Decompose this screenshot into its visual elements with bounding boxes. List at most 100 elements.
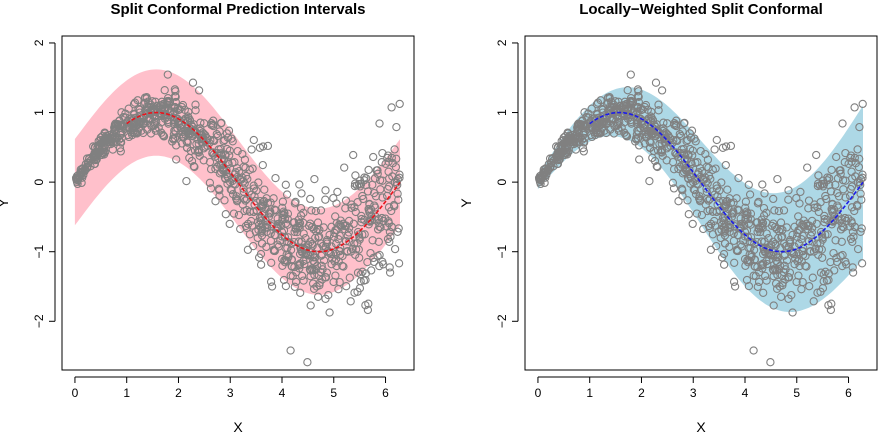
data-point xyxy=(220,196,229,205)
data-point xyxy=(774,206,783,216)
data-point xyxy=(677,145,686,154)
data-point xyxy=(390,145,399,154)
data-point xyxy=(767,221,777,231)
data-point xyxy=(283,215,292,224)
data-point xyxy=(385,263,394,272)
data-point xyxy=(269,245,279,254)
data-point xyxy=(605,109,615,118)
data-point xyxy=(597,119,607,128)
data-point xyxy=(587,104,596,113)
data-point xyxy=(313,218,323,227)
data-point xyxy=(580,108,589,117)
data-point xyxy=(850,153,859,163)
data-point xyxy=(81,165,90,174)
data-point xyxy=(771,279,781,288)
data-point xyxy=(263,141,273,151)
data-point xyxy=(720,239,730,248)
data-point xyxy=(278,213,287,222)
data-point xyxy=(296,203,306,213)
data-point xyxy=(769,194,778,204)
data-point xyxy=(247,145,256,154)
data-point xyxy=(356,180,366,189)
data-point xyxy=(838,261,847,271)
data-point xyxy=(798,231,807,240)
data-point xyxy=(816,238,825,248)
data-point xyxy=(669,184,679,193)
data-point xyxy=(639,120,649,130)
data-point xyxy=(310,265,319,275)
data-point xyxy=(549,156,558,165)
data-point xyxy=(310,174,319,184)
data-point xyxy=(668,178,678,187)
data-point xyxy=(633,107,642,116)
x-axis-label: X xyxy=(696,419,706,434)
data-point xyxy=(831,236,840,245)
data-point xyxy=(750,262,760,271)
data-point xyxy=(657,86,667,95)
data-point xyxy=(286,245,296,255)
data-point xyxy=(734,173,743,183)
data-point xyxy=(820,214,829,224)
data-point xyxy=(353,238,362,248)
data-point xyxy=(771,239,780,249)
data-point xyxy=(215,186,224,195)
data-point xyxy=(747,252,756,262)
data-point xyxy=(130,98,140,107)
data-point xyxy=(858,173,867,182)
data-point xyxy=(785,237,794,247)
data-point xyxy=(806,246,815,256)
data-point xyxy=(214,154,223,163)
data-point xyxy=(206,184,216,193)
data-point xyxy=(723,210,732,219)
data-point xyxy=(86,156,95,165)
data-point xyxy=(146,129,156,138)
data-point xyxy=(267,282,277,291)
y-axis-label: Y xyxy=(0,198,11,208)
data-point xyxy=(211,197,220,206)
data-point xyxy=(350,288,359,297)
data-point xyxy=(215,191,224,201)
data-point xyxy=(759,203,769,213)
data-point xyxy=(702,187,711,197)
data-point xyxy=(395,99,404,109)
data-point xyxy=(754,268,764,277)
data-point xyxy=(780,261,789,270)
data-point xyxy=(788,230,797,240)
y-tick-label: 1 xyxy=(32,109,46,116)
data-point xyxy=(222,129,232,138)
data-point xyxy=(733,246,743,256)
data-point xyxy=(245,187,254,196)
data-point xyxy=(223,133,233,142)
data-point xyxy=(821,191,830,201)
data-point xyxy=(295,259,305,268)
data-point xyxy=(319,256,329,265)
data-point xyxy=(816,268,826,277)
data-point xyxy=(393,174,402,184)
data-point xyxy=(684,174,693,184)
data-point xyxy=(856,174,865,184)
data-point xyxy=(723,185,732,194)
data-point xyxy=(383,234,393,244)
data-point xyxy=(767,241,776,250)
data-point xyxy=(788,308,797,317)
data-point xyxy=(267,258,276,267)
data-point xyxy=(318,265,327,274)
data-point xyxy=(165,108,174,117)
data-point xyxy=(645,176,654,186)
data-point xyxy=(803,221,813,231)
data-point xyxy=(164,119,173,128)
data-point xyxy=(324,290,333,300)
data-point xyxy=(303,358,312,367)
data-point xyxy=(308,279,318,288)
data-point xyxy=(294,215,303,224)
data-point xyxy=(742,207,751,216)
data-points xyxy=(534,70,867,367)
data-point xyxy=(836,166,845,175)
data-point xyxy=(558,141,567,150)
data-point xyxy=(787,290,796,300)
data-point xyxy=(379,260,388,269)
data-point xyxy=(855,122,864,132)
data-point xyxy=(142,109,152,118)
data-point xyxy=(317,261,326,270)
